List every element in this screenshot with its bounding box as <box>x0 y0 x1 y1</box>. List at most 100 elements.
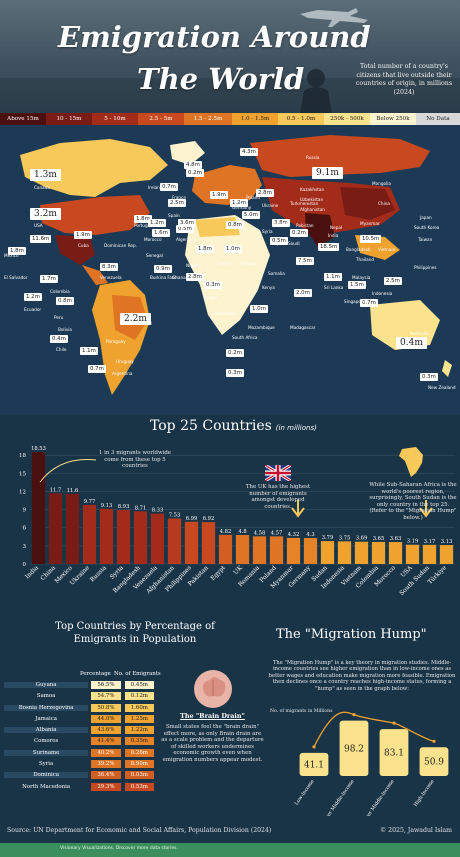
bar-value-label: 8.93 <box>118 504 130 510</box>
world-map: 1.3m 3.2m 9.1m 2.2m 0.4m 4.3m 4.8m 0.7m 2.8m 5.0m… <box>0 125 460 415</box>
bar-value-label: 3.17 <box>424 539 436 545</box>
y-tick-label: 6 <box>23 526 27 532</box>
map-place-label: Germany <box>232 205 252 210</box>
map-place-label: Chile <box>56 347 67 352</box>
map-value-label: 1.2m <box>230 199 248 207</box>
table-cell-emigrants: 0.26m <box>124 748 155 757</box>
greenland-shape <box>170 141 205 165</box>
legend-item: Below 250k <box>370 113 416 125</box>
y-tick-label: 18 <box>19 453 26 459</box>
map-place-label: Mongolia <box>372 181 391 186</box>
table-cell-country: Dominica <box>4 772 89 779</box>
map-value-label: 1.8m <box>134 215 152 223</box>
map-value-label: 2.8m <box>186 273 204 281</box>
bar <box>184 521 199 564</box>
hump-bar <box>419 747 449 776</box>
map-value-label: 18.5m <box>318 243 340 251</box>
hump-bar-value: 41.1 <box>304 760 324 770</box>
map-value-label: 0.2m <box>226 349 244 357</box>
map-value-label: 2.5m <box>168 199 186 207</box>
hump-x-label: Low-Income <box>294 779 316 807</box>
table-cell-emigrants: 1.60m <box>124 703 155 712</box>
bar-value-label: 8.33 <box>152 508 164 514</box>
top25-chart-svg: 036912151818.53India11.7China11.6Mexico9… <box>19 446 455 597</box>
subtitle: Total number of a country's citizens tha… <box>355 63 453 96</box>
map-place-label: Mozambique <box>248 325 275 330</box>
map-place-label: Uruguay <box>116 359 134 364</box>
map-place-label: Algeria <box>176 237 191 242</box>
header-hero: Emigration Around The World Total number… <box>0 0 460 113</box>
brain-drain-title: The "Brain Drain" <box>180 712 245 720</box>
bar <box>337 541 352 564</box>
europe-shape <box>192 165 262 205</box>
traveler-silhouette <box>307 69 325 87</box>
table-cell-emigrants: 0.12m <box>124 692 155 701</box>
bar <box>371 541 386 564</box>
india-shape <box>305 213 335 247</box>
title-line-1: Emigration Around <box>58 20 371 54</box>
bar <box>116 510 131 564</box>
bar-value-label: 3.79 <box>322 535 334 541</box>
map-place-label: Myanmar <box>360 221 380 226</box>
brain-drain-panel: The "Brain Drain" Small states feel the … <box>160 670 265 764</box>
bar <box>286 537 301 564</box>
percentage-table: Percentage No. of Emigrants Guyana 56.5% 0… <box>4 668 161 792</box>
map-place-label: Syria <box>262 229 273 234</box>
map-place-label: Bangladesh <box>346 247 371 252</box>
map-value-label: 0.7m <box>88 365 106 373</box>
table-row: Dominica 36.4% 0.03m <box>4 770 155 781</box>
hump-x-label: Lower Middle-Income <box>320 779 356 816</box>
map-place-label: Philippines <box>414 265 437 270</box>
x-tick-label: India <box>24 564 40 580</box>
bar <box>201 522 216 564</box>
map-value-label: 4.3m <box>240 148 258 156</box>
x-tick-label: USA <box>399 564 414 579</box>
legend-item: 10 - 15m <box>46 113 92 125</box>
table-rows: Guyana 56.5% 0.45m Samoa 54.7% 0.12m Bosnia He… <box>4 679 155 792</box>
map-place-label: Madagascar <box>290 325 316 330</box>
map-value-label: 4.8m <box>184 161 202 169</box>
hump-y-label: No. of migrants in Millions <box>270 708 333 714</box>
map-place-label: Poland <box>246 195 260 200</box>
map-value-label: 0.7m <box>360 299 378 307</box>
bar <box>31 452 46 564</box>
map-place-label: Ghana <box>172 275 186 280</box>
map-place-label: Pakistan <box>296 223 314 228</box>
map-place-label: Colombia <box>50 289 70 294</box>
table-cell-percentage: 54.7% <box>91 692 121 701</box>
map-place-label: China <box>378 201 390 206</box>
hump-text: The "Migration Hump" is a key theory in … <box>268 660 456 692</box>
bar-value-label: 9.77 <box>84 499 96 505</box>
bar <box>65 493 80 564</box>
map-place-label: Singapore <box>344 299 366 304</box>
bar <box>269 536 284 564</box>
map-value-label: 2.5m <box>384 277 402 285</box>
footer-bar <box>0 843 460 857</box>
map-value-label: 1.3m <box>30 169 61 181</box>
table-cell-country: Albania <box>4 727 89 734</box>
top25-title-text: Top 25 Countries <box>150 418 272 434</box>
table-cell-percentage: 39.2% <box>91 760 121 769</box>
map-place-label: Malaysia <box>352 275 371 280</box>
world-map-shapes <box>20 135 452 395</box>
map-value-label: 0.7m <box>160 183 178 191</box>
map-place-label: Turkmenistan <box>290 201 319 206</box>
y-tick-label: 0 <box>23 562 27 568</box>
top25-unit: (in millions) <box>275 424 317 432</box>
map-place-label: El Salvador <box>4 275 28 280</box>
map-place-label: Japan <box>420 215 432 220</box>
map-value-label: 1.2m <box>24 293 42 301</box>
canada-shape <box>20 139 168 197</box>
hump-x-label: Upper Middle-Income <box>360 779 396 816</box>
bar <box>422 544 437 564</box>
table-cell-emigrants: 0.45m <box>124 680 155 689</box>
note-uk: The UK has the highest number of emigran… <box>245 484 311 510</box>
bar-value-label: 4.3 <box>306 532 314 538</box>
legend-item: Above 15m <box>0 113 46 125</box>
table-row: North Macedonia 29.3% 0.53m <box>4 781 155 792</box>
hump-bar-value: 50.9 <box>424 758 444 768</box>
map-place-label: Portugal <box>134 223 152 228</box>
y-tick-label: 15 <box>19 471 26 477</box>
map-place-label: Nepal <box>330 225 343 230</box>
china-shape <box>340 187 395 220</box>
